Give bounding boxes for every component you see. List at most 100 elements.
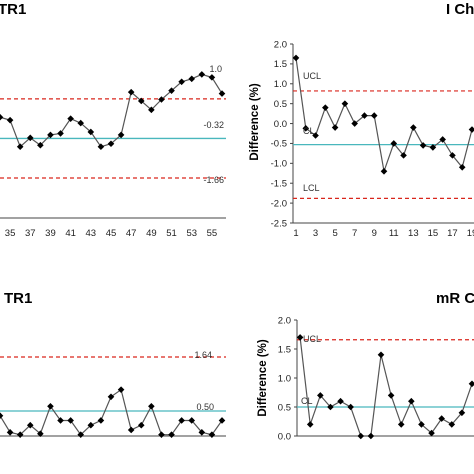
- data-point: [400, 152, 407, 159]
- data-point: [127, 426, 135, 434]
- ucl-label: 1.64: [194, 350, 212, 360]
- data-point: [16, 143, 24, 150]
- data-point: [438, 415, 445, 422]
- data-point: [306, 421, 314, 428]
- data-point: [16, 431, 24, 438]
- chart-title: TR1: [0, 1, 26, 18]
- data-point: [357, 432, 365, 440]
- y-axis-label: Difference (%): [257, 339, 269, 416]
- data-point: [387, 392, 395, 399]
- data-point: [458, 164, 466, 171]
- y-tick-label: -2.5: [271, 218, 287, 229]
- data-point: [137, 421, 145, 429]
- data-point: [468, 126, 474, 133]
- data-point: [107, 140, 115, 148]
- lcl-label: -1.66: [203, 175, 224, 185]
- data-point: [468, 380, 474, 388]
- data-point: [37, 141, 44, 149]
- data-point: [0, 113, 4, 121]
- y-axis-label: Difference (%): [249, 83, 261, 160]
- data-point: [6, 429, 14, 436]
- data-point: [188, 75, 196, 83]
- y-tick-label: 0.5: [274, 99, 287, 110]
- y-tick-label: -0.5: [271, 139, 287, 150]
- y-tick-label: 1.0: [278, 373, 291, 384]
- data-point: [302, 125, 310, 132]
- x-tick-label: 49: [146, 228, 157, 239]
- x-tick-label: 51: [166, 228, 177, 239]
- ucl-label: 1.0: [209, 64, 222, 74]
- x-tick-label: 5: [332, 228, 337, 239]
- data-point: [107, 393, 115, 401]
- data-point: [87, 128, 95, 136]
- data-point: [47, 402, 54, 410]
- data-point: [77, 119, 85, 127]
- data-point: [312, 132, 319, 139]
- data-point: [347, 403, 354, 411]
- x-tick-label: 55: [207, 228, 218, 239]
- data-point: [410, 124, 417, 131]
- x-tick-label: 45: [106, 228, 117, 239]
- data-point: [178, 417, 185, 424]
- data-point: [418, 421, 425, 428]
- cl-label: CL: [301, 396, 313, 406]
- data-point: [341, 100, 349, 107]
- data-point: [57, 417, 64, 424]
- x-tick-label: 1: [293, 228, 298, 239]
- data-point: [292, 54, 300, 62]
- x-tick-label: 43: [86, 228, 97, 239]
- x-tick-label: 41: [65, 228, 76, 239]
- y-tick-label: 0.5: [278, 402, 291, 413]
- data-point: [168, 87, 175, 94]
- data-point: [198, 71, 206, 78]
- data-point: [428, 429, 435, 437]
- data-point: [148, 106, 155, 114]
- data-point: [208, 431, 216, 438]
- y-tick-label: 2.0: [274, 39, 287, 50]
- data-point: [87, 421, 95, 429]
- y-tick-label: 2.0: [278, 315, 291, 326]
- data-point: [0, 412, 4, 420]
- data-point: [168, 431, 175, 438]
- y-tick-label: -2.0: [271, 198, 287, 209]
- data-point: [26, 421, 34, 429]
- series-line: [0, 73, 223, 148]
- chart-title: mR C: [436, 290, 474, 307]
- cl-label: CL: [303, 126, 315, 136]
- y-tick-label: 1.0: [274, 79, 287, 90]
- series-line: [299, 337, 473, 437]
- data-point: [37, 430, 44, 438]
- data-point: [218, 90, 226, 97]
- data-point: [57, 130, 64, 137]
- data-point: [367, 432, 375, 440]
- y-tick-label: 1.5: [278, 344, 291, 355]
- x-tick-label: 13: [408, 228, 419, 239]
- data-point: [429, 144, 437, 151]
- x-tick-label: 35: [5, 228, 16, 239]
- cl-label: 0.50: [196, 402, 214, 412]
- data-point: [351, 120, 358, 127]
- chart-title: I Ch: [446, 1, 474, 18]
- x-tick-label: 3: [313, 228, 318, 239]
- data-point: [448, 421, 456, 428]
- data-point: [380, 167, 388, 175]
- cl-label: -0.32: [203, 120, 224, 130]
- data-point: [419, 142, 427, 149]
- data-point: [188, 417, 196, 424]
- data-point: [117, 131, 125, 139]
- data-point: [361, 112, 368, 119]
- x-tick-label: 11: [389, 228, 399, 239]
- data-point: [218, 417, 226, 424]
- data-point: [137, 97, 145, 105]
- data-point: [178, 78, 185, 86]
- x-tick-label: 19: [467, 228, 474, 239]
- data-point: [67, 115, 74, 122]
- data-point: [296, 334, 304, 341]
- data-point: [408, 397, 415, 405]
- data-point: [397, 421, 405, 428]
- data-point: [198, 429, 206, 436]
- data-point: [26, 134, 34, 142]
- chart-i-chart: I Ch Difference (%) 2.0 1.5 1.0 0.5 0.0 -0.5 -…: [249, 1, 474, 239]
- data-point: [97, 143, 105, 150]
- x-tick-label: 47: [126, 228, 137, 239]
